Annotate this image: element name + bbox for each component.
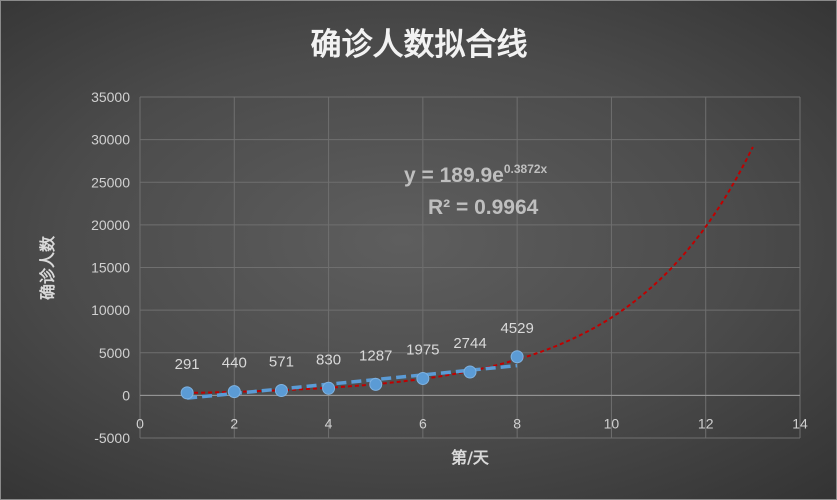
y-tick-label: 10000 <box>91 302 130 318</box>
trendline-equation: y = 189.9e0.3872x <box>404 162 548 187</box>
x-tick-label: 6 <box>419 415 427 431</box>
data-point <box>274 384 288 398</box>
data-point <box>369 377 383 391</box>
x-tick-label: 10 <box>604 415 620 431</box>
x-tick-label: 8 <box>513 415 521 431</box>
data-label: 2744 <box>453 335 486 352</box>
y-tick-label: 25000 <box>91 174 130 190</box>
data-point <box>180 386 194 400</box>
data-points <box>180 350 524 400</box>
linear-trendline <box>186 363 518 400</box>
data-point <box>227 385 241 399</box>
y-tick-label: 30000 <box>91 132 130 148</box>
data-point <box>322 381 336 395</box>
data-point <box>463 365 477 379</box>
y-tick-label: 5000 <box>99 345 130 361</box>
x-axis-title: 第/天 <box>451 448 490 467</box>
data-label: 291 <box>175 356 200 373</box>
y-axis-ticks: -5000 0 5000 10000 15000 20000 25000 30000 35000 <box>91 89 130 446</box>
x-axis-ticks: 0 2 4 6 8 10 12 14 <box>136 415 808 431</box>
x-tick-label: 14 <box>792 415 808 431</box>
equation-main: y = 189.9e <box>404 164 504 187</box>
chart-title: 确诊人数拟合线 <box>311 27 528 63</box>
equation-exponent: 0.3872x <box>504 162 548 176</box>
data-label: 830 <box>316 351 341 368</box>
data-label: 571 <box>269 354 294 371</box>
r-squared-label: R² = 0.9964 <box>428 196 539 219</box>
data-label: 440 <box>222 355 247 372</box>
y-tick-label: 35000 <box>91 89 130 105</box>
y-tick-label: 20000 <box>91 217 130 233</box>
y-tick-label: -5000 <box>94 430 130 446</box>
x-tick-label: 0 <box>136 415 144 431</box>
y-axis-title: 确诊人数 <box>38 235 57 300</box>
data-label: 1287 <box>359 347 392 364</box>
x-tick-label: 12 <box>698 415 714 431</box>
gridlines <box>139 96 801 439</box>
data-label: 4529 <box>500 320 533 337</box>
data-label: 1975 <box>406 342 439 359</box>
data-labels: 291 440 571 830 1287 1975 2744 4529 <box>175 320 534 373</box>
y-tick-label: 15000 <box>91 260 130 276</box>
data-point <box>416 372 430 386</box>
data-point <box>510 350 524 364</box>
x-tick-label: 4 <box>325 415 333 431</box>
y-tick-label: 0 <box>122 387 130 403</box>
x-tick-label: 2 <box>230 415 238 431</box>
